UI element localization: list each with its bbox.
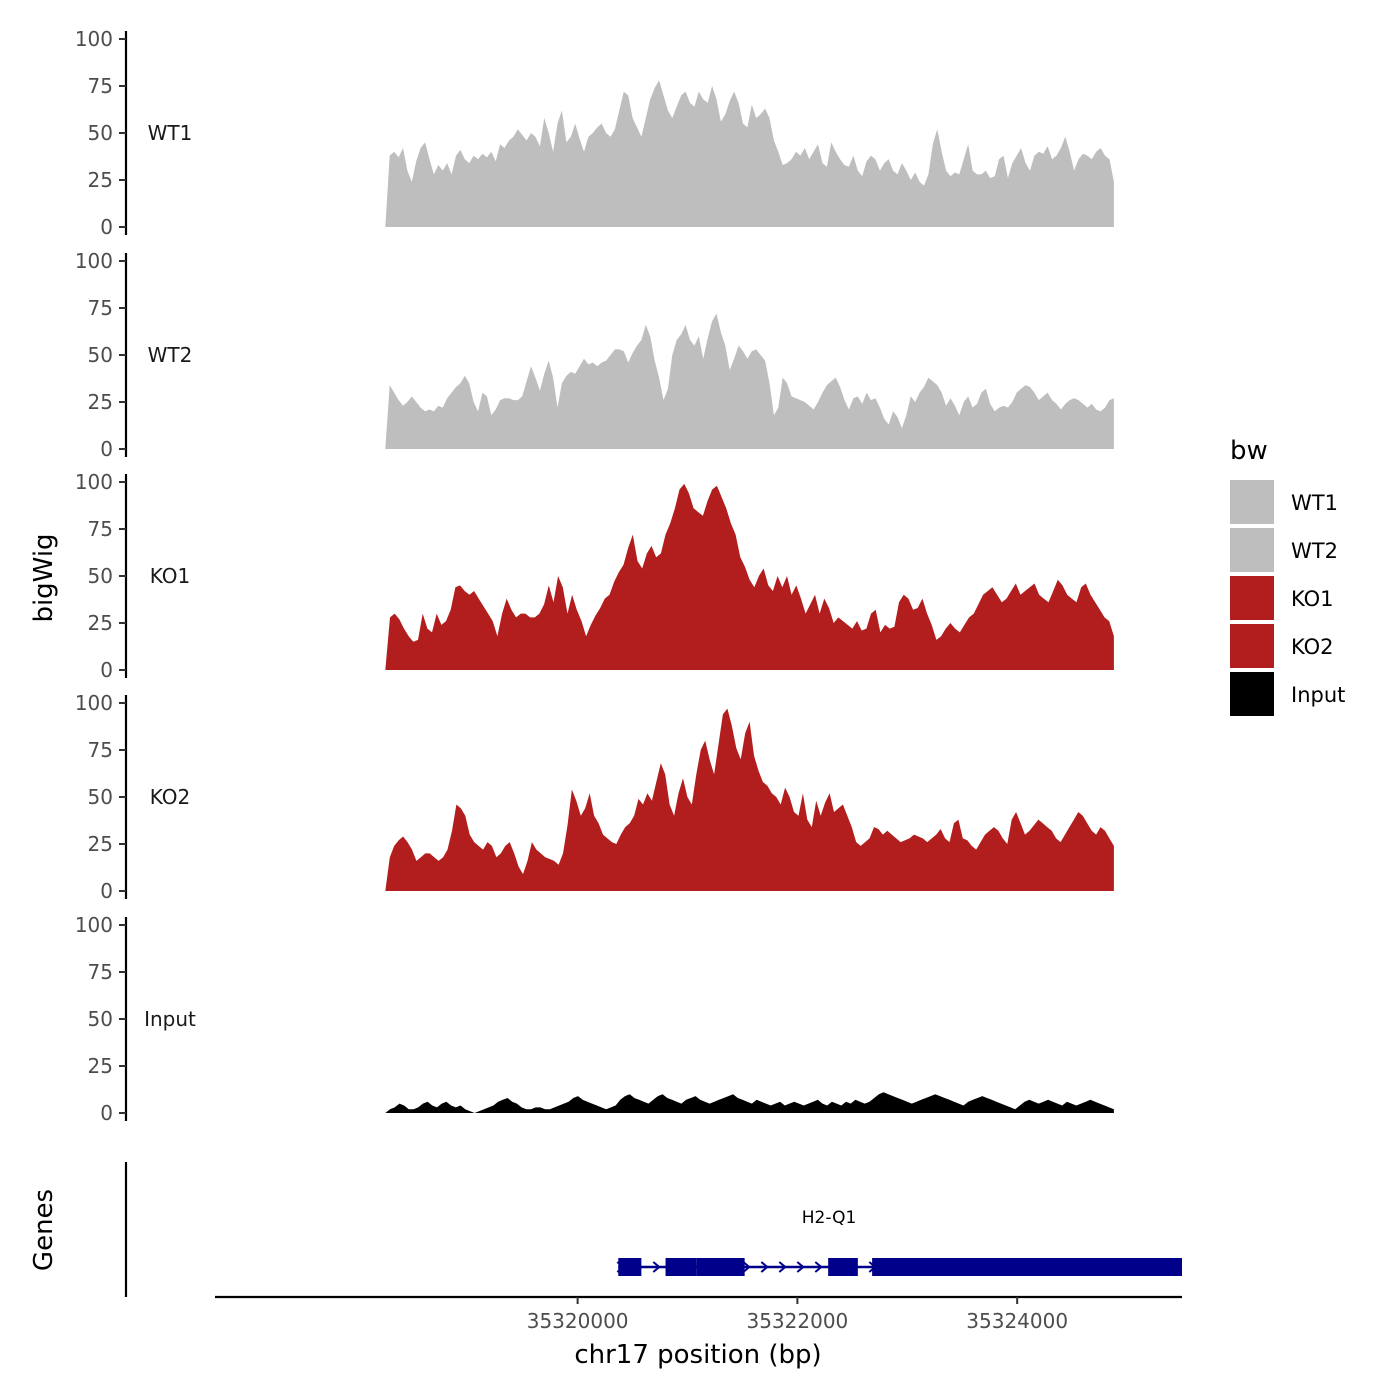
track-label-wt1: WT1	[148, 121, 193, 145]
gene-exon	[618, 1258, 642, 1276]
y-tick-label: 50	[88, 343, 113, 367]
coverage-area-ko2	[385, 708, 1114, 891]
y-tick-label: 0	[100, 658, 113, 682]
y-tick-label: 0	[100, 1101, 113, 1125]
coverage-area-wt2	[385, 313, 1114, 449]
strand-chevron	[742, 1261, 751, 1273]
coverage-area-wt1	[385, 80, 1114, 228]
legend-key-ko1	[1230, 576, 1274, 620]
legend-label-ko2: KO2	[1291, 635, 1334, 659]
gene-name-label: H2-Q1	[802, 1208, 857, 1228]
y-axis-title: bigWig	[29, 533, 59, 622]
x-tick-label: 35324000	[966, 1309, 1068, 1333]
gene-exon	[872, 1258, 1182, 1276]
coverage-area-ko1	[385, 483, 1114, 670]
y-tick-label: 50	[88, 564, 113, 588]
strand-chevron	[796, 1261, 805, 1273]
y-tick-label: 75	[88, 74, 113, 98]
y-tick-label: 100	[75, 691, 113, 715]
x-tick-label: 35322000	[746, 1309, 848, 1333]
track-label-input: Input	[144, 1007, 196, 1031]
y-tick-label: 100	[75, 27, 113, 51]
y-tick-label: 75	[88, 960, 113, 984]
y-tick-label: 25	[88, 168, 113, 192]
y-tick-label: 75	[88, 296, 113, 320]
legend: bw WT1 WT2 KO1 KO2 Input	[1230, 436, 1345, 716]
gene-exon	[696, 1258, 745, 1276]
legend-label-input: Input	[1291, 683, 1345, 707]
strand-chevron	[760, 1261, 769, 1273]
y-tick-label: 100	[75, 249, 113, 273]
y-tick-label: 0	[100, 215, 113, 239]
y-tick-label: 25	[88, 611, 113, 635]
axes: 0 25 50 75 100 WT1 0 25 50 75 100 WT2 0 25 50 75 100 KO1 0…	[75, 27, 1182, 1333]
legend-key-ko2	[1230, 624, 1274, 668]
gene-exon	[828, 1258, 858, 1276]
strand-chevron	[814, 1261, 823, 1273]
y-tick-label: 50	[88, 785, 113, 809]
strand-chevron	[778, 1261, 787, 1273]
y-tick-label: 25	[88, 832, 113, 856]
legend-label-wt1: WT1	[1291, 491, 1338, 515]
legend-key-wt2	[1230, 528, 1274, 572]
y-tick-label: 50	[88, 1007, 113, 1031]
y-tick-label: 100	[75, 913, 113, 937]
y-tick-label: 75	[88, 738, 113, 762]
track-label-ko1: KO1	[150, 564, 191, 588]
strand-chevron	[652, 1261, 661, 1273]
gene-exon	[665, 1258, 697, 1276]
legend-key-input	[1230, 672, 1274, 716]
x-axis-title: chr17 position (bp)	[574, 1340, 821, 1370]
y-tick-label: 25	[88, 390, 113, 414]
coverage-area-input	[385, 1092, 1114, 1113]
y-tick-label: 0	[100, 437, 113, 461]
track-label-ko2: KO2	[150, 785, 191, 809]
legend-key-wt1	[1230, 480, 1274, 524]
y-tick-label: 75	[88, 517, 113, 541]
y-tick-label: 25	[88, 1054, 113, 1078]
track-label-wt2: WT2	[148, 343, 193, 367]
x-tick-label: 35320000	[527, 1309, 629, 1333]
legend-label-ko1: KO1	[1291, 587, 1334, 611]
y-tick-label: 50	[88, 121, 113, 145]
y-tick-label: 100	[75, 470, 113, 494]
coverage-tracks	[385, 80, 1114, 1113]
y-tick-label: 0	[100, 879, 113, 903]
legend-title: bw	[1230, 436, 1268, 466]
gene-track-title: Genes	[29, 1189, 59, 1271]
gene-track: H2-Q1	[616, 1208, 1182, 1276]
legend-label-wt2: WT2	[1291, 539, 1338, 563]
